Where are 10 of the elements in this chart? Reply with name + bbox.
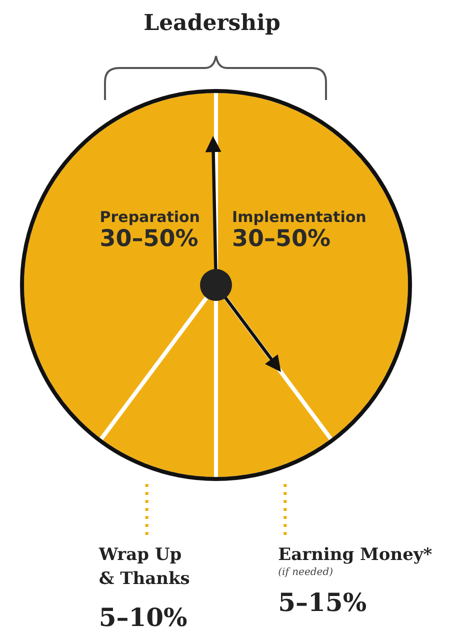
text: 5–10% (98, 603, 188, 632)
text: (if needed) (278, 567, 334, 578)
text: 30–50% (232, 226, 331, 252)
text: 5–15% (278, 588, 367, 617)
text: 30–50% (100, 226, 198, 252)
slice-label: Earning Money* (278, 544, 432, 567)
chart-title: Leadership (142, 10, 282, 36)
slice-label: Wrap Up & Thanks (98, 544, 190, 591)
slice-label: Implementation (232, 208, 366, 226)
slice-label: Preparation (100, 208, 200, 226)
